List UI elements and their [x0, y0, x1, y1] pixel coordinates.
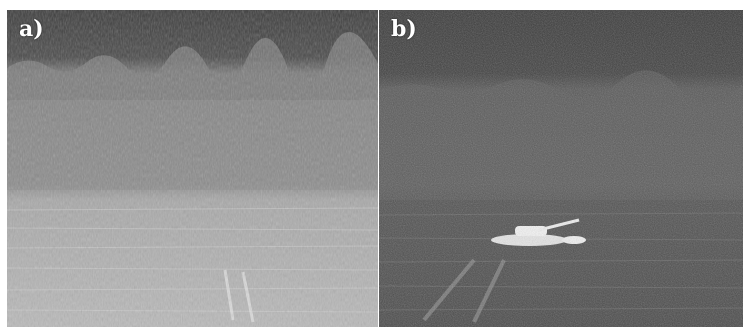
thermal-image-a — [7, 10, 378, 327]
panel-label-a: a) — [19, 16, 44, 42]
panel-a: a) — [7, 10, 378, 327]
panel-label-b: b) — [391, 16, 417, 42]
panel-divider — [378, 10, 379, 327]
thermal-image-b — [379, 10, 743, 327]
panel-b: b) — [379, 10, 743, 327]
